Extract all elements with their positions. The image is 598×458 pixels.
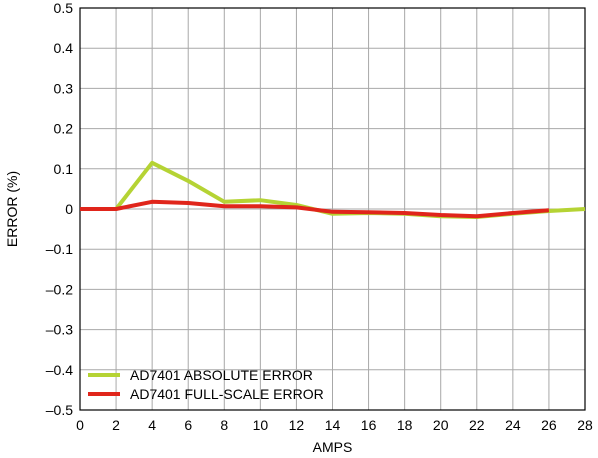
x-tick-label: 8: [220, 417, 228, 433]
x-tick-label: 12: [289, 417, 305, 433]
x-tick-label: 0: [76, 417, 84, 433]
legend: AD7401 ABSOLUTE ERROR AD7401 FULL-SCALE E…: [88, 367, 324, 402]
y-axis-title: ERROR (%): [4, 171, 20, 247]
x-tick-label: 14: [325, 417, 341, 433]
y-tick-label: –0.5: [46, 402, 73, 418]
y-tick-label: 0.1: [54, 161, 74, 177]
y-tick-label: 0.3: [54, 80, 74, 96]
x-tick-label: 22: [469, 417, 485, 433]
y-tick-label: –0.4: [46, 362, 73, 378]
y-tick-label: –0.2: [46, 281, 73, 297]
x-tick-label: 6: [184, 417, 192, 433]
x-tick-label: 20: [433, 417, 449, 433]
y-tick-label: 0.5: [54, 0, 74, 16]
y-tick-label: –0.1: [46, 241, 73, 257]
x-tick-label: 16: [361, 417, 377, 433]
y-tick-label: 0.2: [54, 121, 74, 137]
series-line-2: [80, 199, 550, 219]
x-tick-labels: 0 2 4 6 8 10 12 14 16 18 20 22 24 26 28: [76, 417, 593, 433]
grid: [79, 7, 586, 411]
x-tick-label: 2: [112, 417, 120, 433]
x-tick-label: 4: [148, 417, 156, 433]
legend-label: AD7401 FULL-SCALE ERROR: [130, 386, 324, 402]
legend-label: AD7401 ABSOLUTE ERROR: [130, 367, 313, 383]
x-tick-label: 10: [253, 417, 269, 433]
x-tick-label: 18: [397, 417, 413, 433]
x-tick-label: 24: [505, 417, 521, 433]
y-tick-label: 0.4: [54, 40, 74, 56]
series-lines: [80, 160, 586, 219]
y-tick-label: 0: [65, 201, 73, 217]
x-tick-label: 28: [577, 417, 593, 433]
y-tick-label: –0.3: [46, 322, 73, 338]
x-axis-title: AMPS: [313, 439, 353, 455]
y-tick-labels: 0.5 0.4 0.3 0.2 0.1 0 –0.1 –0.2 –0.3 –0.4 –0.5: [46, 0, 73, 418]
x-tick-label: 26: [541, 417, 557, 433]
